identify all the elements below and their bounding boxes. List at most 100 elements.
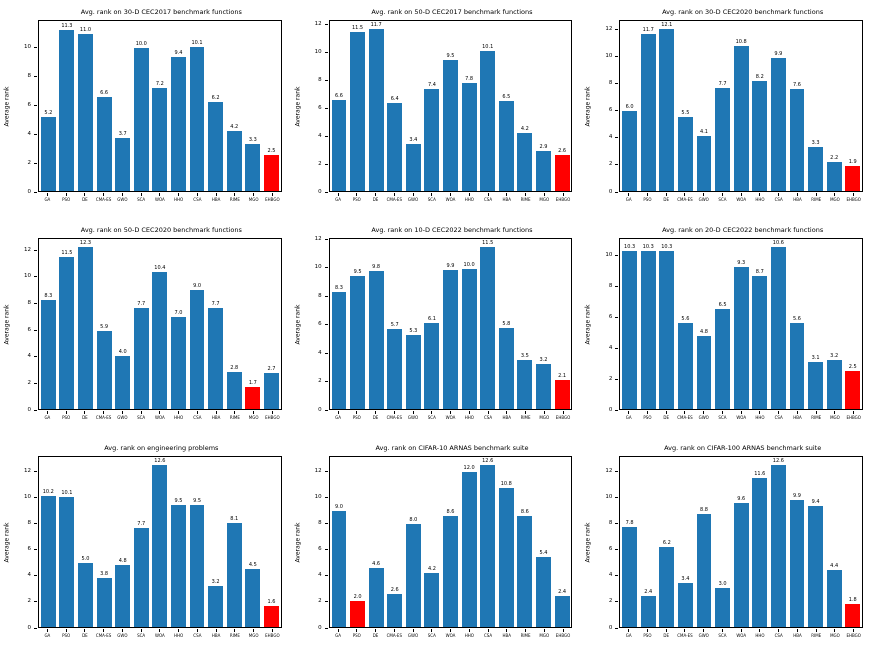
bar-value-label: 3.5 [520,352,529,359]
y-tick-mark [34,329,37,331]
bar-value-label: 5.2 [44,109,53,116]
x-tick-label: HHO [169,193,188,208]
x-tick-label: HHO [169,411,188,426]
bar [536,150,551,191]
bar-value-label: 12.6 [482,457,494,464]
bar-value-label: 3.2 [539,357,548,364]
bar [226,372,242,409]
y-tick-label: 0 [608,188,613,195]
bar-slot: 2.9 [534,21,553,191]
bar-slot: 3.2 [825,239,844,409]
x-tick-label: GWO [113,411,132,426]
bar-value-label: 3.4 [681,576,690,583]
y-tick-mark [615,164,619,166]
bar-value-label: 3.2 [211,578,220,585]
bar-slot: 5.8 [497,239,516,409]
y-tick-label: 12 [24,246,31,253]
bar [78,33,93,191]
plot-area: 10.3 10.3 10.3 5.6 4.8 6.5 9.3 8.7 10.6 5.6 3.1 3.2… [619,238,863,410]
bar-slot: 2.6 [385,457,404,627]
bar [677,583,693,627]
bar [189,504,205,627]
x-tick-label: WOA [732,193,751,208]
y-tick-mark [324,79,328,81]
bar-slot: 5.6 [788,239,807,409]
bar-value-label: 8.2 [755,74,764,81]
x-tick-label: PSO [347,629,366,644]
bar [208,307,224,409]
bar-slot: 2.5 [843,239,862,409]
x-tick-label: GA [329,193,348,208]
bar [770,246,786,409]
bar-slot: 6.6 [95,21,114,191]
y-tick-mark [615,285,619,287]
bar [189,290,205,409]
x-tick-label: PSO [57,629,76,644]
bar [115,565,131,627]
bar-value-label: 9.5 [193,497,202,504]
bar-value-label: 4.2 [230,124,239,131]
y-tick-mark [34,471,37,473]
bar [733,503,749,627]
bar [733,46,749,191]
bar-slot: 4.4 [825,457,844,627]
bar-value-label: 4.2 [520,125,529,132]
y-tick-mark [324,381,328,383]
x-tick-label: HBA [497,411,516,426]
bar-chart-4: Avg. rank on 50-D CEC2020 benchmark func… [0,218,291,436]
bar [498,327,514,409]
y-tick-mark [615,347,619,349]
bar-slot: 7.4 [423,21,442,191]
y-tick-label: 8 [608,282,613,289]
bar [808,146,823,191]
bar-value-label: 2.4 [558,589,567,596]
bar-value-label: 7.6 [792,82,801,89]
bar-value-label: 12.0 [463,465,475,472]
x-tick-label: HBA [788,629,807,644]
y-tick-mark [324,324,328,326]
bar [189,46,205,191]
x-tick-label: CSA [188,193,207,208]
y-tick-label: 8 [27,520,32,527]
y-tick-mark [324,107,328,109]
bar [752,477,768,627]
x-tick-label: CMA-ES [676,629,695,644]
bar-slot: 12.3 [76,239,95,409]
x-axis: GA PSO DE CMA-ES GWO SCA WOA HHO CSA HBA RIME MGO EH… [38,193,282,208]
bar-value-label: 9.0 [334,504,343,511]
bar-slot: 8.6 [516,457,535,627]
y-tick-label: 10 [605,52,613,59]
y-tick-mark [615,627,619,629]
bar-slot: 11.5 [478,239,497,409]
y-tick-mark [34,46,37,48]
bar-slot: 11.6 [750,457,769,627]
bar-value-label: 5.9 [100,324,109,331]
bar [517,132,533,191]
bar-slot: 3.5 [516,239,535,409]
x-tick-label: DE [76,193,95,208]
y-tick-mark [615,316,619,318]
x-tick-label: GWO [113,193,132,208]
bar-value-label: 3.7 [118,131,127,138]
bar [733,266,749,409]
bar-slot: 8.7 [750,239,769,409]
bar-slot: 4.2 [516,21,535,191]
y-tick-mark [615,409,619,411]
bar [387,593,403,627]
y-tick-mark [615,378,619,380]
y-tick-label: 10 [24,493,31,500]
y-tick-label: 10 [605,251,613,258]
bar-slot: 9.4 [169,21,188,191]
y-axis: 0 2 4 6 8 10 12 [0,456,38,630]
x-tick-label: GWO [404,629,423,644]
bar-value-label: 11.7 [642,27,654,34]
x-tick-label: GWO [404,193,423,208]
x-tick-label: HHO [751,411,770,426]
bar [40,116,56,191]
bar-value-label: 5.6 [792,316,801,323]
bar [115,138,131,191]
bar-slot: 7.8 [460,21,479,191]
x-tick-label: CSA [188,629,207,644]
y-tick-mark [324,471,328,473]
x-tick-label: PSO [638,411,657,426]
